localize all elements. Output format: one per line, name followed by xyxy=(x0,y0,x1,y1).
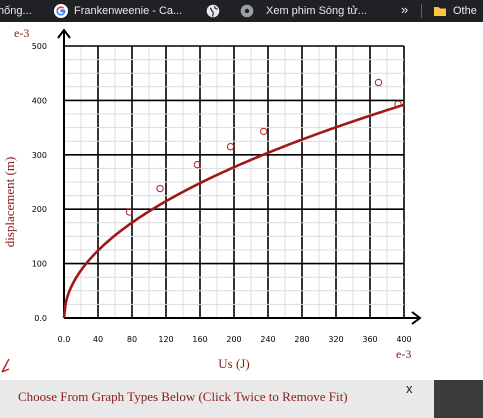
bookmark-xem-phim[interactable]: Xem phim Sóng tử... xyxy=(240,0,390,22)
chart-axes xyxy=(57,28,422,325)
x-tick-label: 360 xyxy=(362,335,377,344)
x-tick-label: 280 xyxy=(294,335,309,344)
x-tick-label: 200 xyxy=(226,335,241,344)
data-point xyxy=(260,127,268,136)
chart-grid xyxy=(63,45,405,319)
y-tick-label: 300 xyxy=(32,151,47,160)
y-tick-label: 500 xyxy=(32,42,47,51)
x-tick-label: 120 xyxy=(158,335,173,344)
globe-icon xyxy=(240,4,254,18)
scatter-chart: 0.0 40 80 120 160 200 240 280 320 360 400 0.0 100 200… xyxy=(1,26,422,373)
y-tick-label: 100 xyxy=(32,260,47,269)
x-axis-label: Us (J) xyxy=(218,356,249,371)
data-points xyxy=(125,78,402,216)
graph-type-panel: Choose From Graph Types Below (Click Twi… xyxy=(0,380,434,418)
graph-types-label: Choose From Graph Types Below (Click Twi… xyxy=(18,389,348,404)
y-axis-arrow xyxy=(57,28,71,39)
bookmark-label: Frankenweenie - Ca... xyxy=(74,5,183,17)
x-tick-label: 400 xyxy=(396,335,411,344)
x-tick-label: 160 xyxy=(192,335,207,344)
x-tick-label: 80 xyxy=(127,335,137,344)
globe-icon xyxy=(206,4,220,18)
x-axis-arrow xyxy=(411,311,422,325)
right-margin xyxy=(434,22,483,418)
x-tick-label: 320 xyxy=(328,335,343,344)
bookmark-other[interactable]: Othe xyxy=(433,0,483,22)
fit-curve xyxy=(62,103,405,319)
bookmarks-overflow-chevron-icon[interactable]: » xyxy=(401,2,409,17)
y-tick-label: 0.0 xyxy=(34,314,47,323)
close-button[interactable]: x xyxy=(406,381,413,396)
bookmarks-separator xyxy=(421,4,422,18)
data-point xyxy=(394,100,402,108)
data-point xyxy=(193,160,202,169)
y-axis-label: displacement (m) xyxy=(2,157,17,248)
y-axis-exponent: e-3 xyxy=(14,26,29,40)
resize-arrow-icon[interactable] xyxy=(1,358,10,373)
chart-ticks: 0.0 40 80 120 160 200 240 280 320 360 400 0.0 100 200… xyxy=(32,42,412,344)
y-tick-label: 200 xyxy=(32,205,47,214)
bookmarks-bar: hống... Frankenweenie - Ca... Xem phim xyxy=(0,0,483,22)
scrollbar-track[interactable] xyxy=(434,380,483,418)
bookmark-label: Othe xyxy=(453,5,477,17)
x-tick-label: 0.0 xyxy=(58,335,71,344)
data-point xyxy=(125,208,134,216)
folder-icon xyxy=(433,4,447,18)
bookmark-frankenweenie[interactable]: Frankenweenie - Ca... xyxy=(54,0,198,22)
data-point xyxy=(156,184,164,193)
y-tick-label: 400 xyxy=(32,96,47,105)
bookmark-globe[interactable] xyxy=(206,0,224,22)
x-axis-exponent: e-3 xyxy=(396,347,411,361)
data-point xyxy=(374,78,383,87)
data-point xyxy=(226,142,235,151)
bookmark-label: Xem phim Sóng tử... xyxy=(266,5,367,17)
google-icon xyxy=(54,4,68,18)
bookmark-label: hống... xyxy=(0,5,32,17)
bookmark-item[interactable]: hống... xyxy=(0,0,38,22)
x-tick-label: 240 xyxy=(260,335,275,344)
x-tick-label: 40 xyxy=(93,335,103,344)
